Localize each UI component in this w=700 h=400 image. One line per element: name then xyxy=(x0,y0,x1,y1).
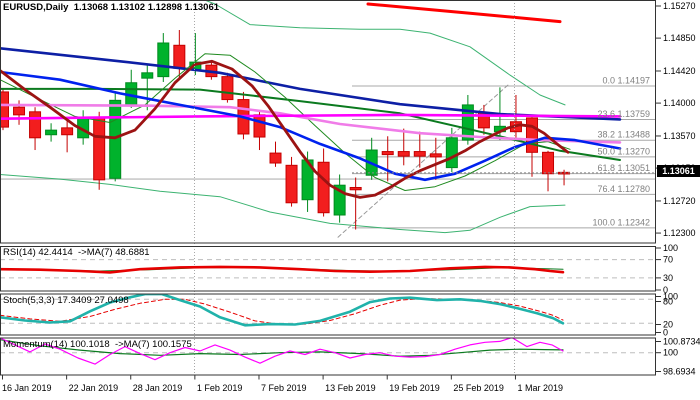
stoch-panel[interactable] xyxy=(0,293,656,327)
ma-magenta xyxy=(0,113,622,120)
candle-body xyxy=(173,44,186,69)
candle-body xyxy=(349,186,362,191)
candle-body xyxy=(45,129,58,136)
stoch-scale-label: 20 xyxy=(663,320,673,330)
price-axis-label: 1.15270 xyxy=(663,1,696,11)
candle-body xyxy=(253,114,266,138)
price-axis-label: 1.14420 xyxy=(663,66,696,76)
date-axis-label: 1 Feb 2019 xyxy=(197,383,243,393)
date-axis-label: 22 Jan 2019 xyxy=(69,383,119,393)
fib-level-label: 0.0 1.14197 xyxy=(602,76,650,86)
price-axis-label: 1.14000 xyxy=(663,98,696,108)
candle-body xyxy=(397,151,410,157)
candle-body xyxy=(445,137,458,169)
price-axis-label: 1.12720 xyxy=(663,196,696,206)
candle-body xyxy=(109,99,122,179)
candle-body xyxy=(29,111,42,139)
ma-navy-slow xyxy=(0,47,622,121)
candle-body xyxy=(381,151,394,156)
main-panel[interactable] xyxy=(0,0,656,238)
candle-body xyxy=(542,151,555,175)
ma-blue xyxy=(0,70,622,182)
candle-body xyxy=(141,72,154,79)
date-axis-label: 28 Jan 2019 xyxy=(133,383,183,393)
momentum-scale-label: 100.8734 xyxy=(663,337,700,347)
sto-panel-border xyxy=(0,293,656,336)
candle-body xyxy=(61,127,74,136)
rsi-panel[interactable] xyxy=(0,259,656,279)
rsi-scale-label: 0 xyxy=(663,285,668,295)
momentum-ma-line xyxy=(0,339,564,357)
price-axis-label: 1.12300 xyxy=(663,228,696,238)
stoch-scale-label: 0 xyxy=(663,328,668,338)
mom-panel-border xyxy=(0,337,656,376)
candle-body xyxy=(221,76,234,101)
price-axis-label: 1.13570 xyxy=(663,131,696,141)
candle-body xyxy=(157,42,170,78)
stoch-main-line xyxy=(0,293,565,327)
date-axis-label: 16 Jan 2019 xyxy=(2,383,52,393)
date-axis-label: 13 Feb 2019 xyxy=(325,383,376,393)
momentum-scale-label: 100 xyxy=(663,348,678,358)
fib-level-label: 23.6 1.13759 xyxy=(597,109,650,119)
resistance-trendline xyxy=(366,2,562,24)
candle-body xyxy=(461,104,474,141)
momentum-main-line xyxy=(0,337,564,365)
date-axis[interactable]: 16 Jan 2019 22 Jan 2019 28 Jan 2019 1 Feb 2… xyxy=(2,375,563,394)
candle-body xyxy=(285,164,298,204)
rising-trendline-dashed xyxy=(337,84,509,238)
candle-body xyxy=(525,117,538,153)
candle-body xyxy=(13,106,26,116)
ma-green-thin xyxy=(0,53,571,191)
candle-body xyxy=(93,117,106,181)
stoch-scale-label: 100 xyxy=(663,292,678,302)
price-axis-label: 1.14850 xyxy=(663,33,696,43)
fib-level-label: 61.8 1.13051 xyxy=(597,163,650,173)
main-panel-border xyxy=(0,0,656,244)
ma-pink xyxy=(0,103,622,144)
fib-level-label: 50.0 1.13270 xyxy=(597,146,650,156)
stoch-scale-label: 80 xyxy=(663,297,673,307)
candle-body xyxy=(317,161,330,214)
date-axis-label: 25 Feb 2019 xyxy=(453,383,504,393)
rsi-scale-label: 70 xyxy=(663,255,673,265)
fib-level-label: 38.2 1.13488 xyxy=(597,130,650,140)
candle-body xyxy=(269,152,282,164)
momentum-panel[interactable] xyxy=(0,337,656,365)
date-axis-label: 1 Mar 2019 xyxy=(517,383,563,393)
candle-body xyxy=(0,91,9,128)
candle-body xyxy=(333,184,346,216)
fib-level-label: 100.0 1.12342 xyxy=(592,217,650,227)
fib-level-label: 76.4 1.12780 xyxy=(597,184,650,194)
date-axis-label: 7 Feb 2019 xyxy=(261,383,307,393)
rsi-panel-border xyxy=(0,246,656,292)
bollinger-upper xyxy=(204,0,566,106)
rsi-scale-label: 30 xyxy=(663,273,673,283)
current-price-tag: 1.13061 xyxy=(657,165,700,177)
momentum-scale-label: 98.6934 xyxy=(663,367,696,377)
candle-body xyxy=(413,151,426,157)
ma-darkred-fast xyxy=(0,59,570,199)
rsi-main-line xyxy=(0,265,565,274)
ma-green-medium xyxy=(0,87,621,161)
date-axis-label: 19 Feb 2019 xyxy=(389,383,440,393)
rsi-scale-label: 100 xyxy=(663,243,678,253)
candle-body xyxy=(429,153,442,158)
bollinger-lower xyxy=(0,174,566,234)
